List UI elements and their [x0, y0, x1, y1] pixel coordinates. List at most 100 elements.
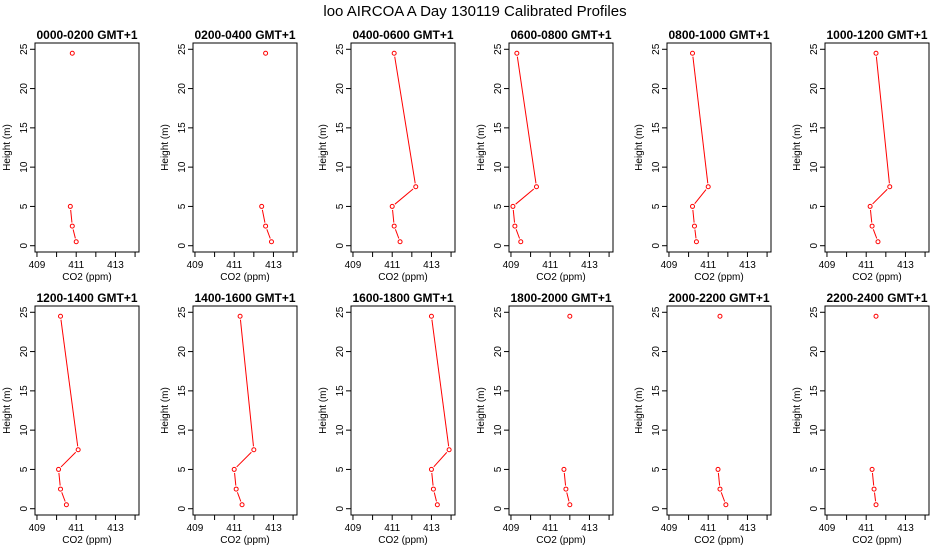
x-axis-label: CO2 (ppm) [62, 535, 111, 546]
y-tick-label: 25 [809, 306, 820, 318]
series-segment [431, 472, 434, 486]
series-segment [717, 472, 721, 486]
y-tick-label: 0 [493, 242, 504, 248]
y-tick-label: 15 [809, 122, 820, 134]
data-point [875, 239, 881, 245]
data-point [887, 184, 893, 190]
x-axis-label: CO2 (ppm) [220, 535, 269, 546]
plot-frame [34, 42, 140, 253]
y-tick-label: 10 [177, 161, 188, 173]
panel-title: 1400-1600 GMT+1 [194, 291, 295, 305]
y-tick-label: 20 [335, 346, 346, 358]
x-axis-label: CO2 (ppm) [852, 535, 901, 546]
panel-title: 2000-2200 GMT+1 [668, 291, 769, 305]
y-axis-label: Height (m) [318, 124, 329, 171]
y-tick-label: 10 [651, 424, 662, 436]
y-tick-label: 0 [19, 505, 30, 511]
data-point [869, 466, 875, 472]
data-point [563, 486, 569, 492]
x-tick-label: 413 [897, 523, 914, 534]
series-segment [869, 209, 873, 223]
x-tick-label: 413 [265, 260, 282, 271]
x-tick-label: 413 [581, 260, 598, 271]
y-tick-label: 15 [19, 122, 30, 134]
x-tick-label: 411 [226, 523, 242, 534]
series-segment [266, 229, 271, 239]
y-tick-label: 10 [809, 424, 820, 436]
x-axis-label: CO2 (ppm) [536, 535, 585, 546]
y-axis-label: Height (m) [160, 124, 171, 171]
x-tick-label: 413 [423, 523, 440, 534]
y-axis-label: Height (m) [160, 387, 171, 434]
y-tick-label: 25 [493, 43, 504, 55]
x-tick-label: 409 [187, 260, 204, 271]
y-tick-label: 20 [493, 346, 504, 358]
data-point [561, 466, 567, 472]
series-segment [431, 319, 450, 447]
series-segment [692, 209, 695, 223]
data-point [512, 223, 518, 229]
y-tick-label: 25 [19, 306, 30, 318]
x-tick-label: 409 [819, 523, 836, 534]
data-point [428, 466, 434, 472]
x-tick-label: 411 [542, 523, 558, 534]
x-tick-label: 411 [226, 260, 242, 271]
x-tick-label: 411 [384, 260, 400, 271]
series-segment [516, 56, 537, 184]
y-axis-label: Height (m) [634, 124, 645, 171]
panel-title: 1800-2000 GMT+1 [510, 291, 611, 305]
plot-frame [666, 305, 772, 516]
data-point [268, 239, 274, 245]
plot-frame [350, 42, 456, 253]
x-tick-label: 413 [739, 260, 756, 271]
plot-frame [350, 305, 456, 516]
y-axis-label: Height (m) [476, 387, 487, 434]
y-tick-label: 0 [809, 242, 820, 248]
y-tick-label: 0 [177, 242, 188, 248]
data-point [867, 203, 873, 209]
y-tick-label: 10 [651, 161, 662, 173]
x-tick-label: 411 [68, 260, 84, 271]
data-point [873, 50, 879, 56]
plot-frame [192, 305, 298, 516]
data-point [533, 184, 539, 190]
data-point [567, 313, 573, 319]
y-tick-label: 15 [651, 122, 662, 134]
plot-frame [824, 305, 930, 516]
series-segment [872, 188, 888, 205]
x-tick-label: 409 [661, 260, 678, 271]
panel-title: 1200-1400 GMT+1 [36, 291, 137, 305]
data-point [430, 486, 436, 492]
y-tick-label: 0 [651, 242, 662, 248]
x-tick-label: 409 [29, 260, 46, 271]
data-point [58, 313, 64, 319]
y-tick-label: 20 [809, 346, 820, 358]
data-point [690, 203, 696, 209]
panel-title: 1600-1800 GMT+1 [352, 291, 453, 305]
x-axis-label: CO2 (ppm) [378, 272, 427, 283]
series-segment [515, 188, 535, 205]
figure-title: loo AIRCOA A Day 130119 Calibrated Profi… [323, 3, 626, 20]
data-point [239, 502, 245, 508]
y-tick-label: 5 [177, 203, 188, 209]
x-tick-label: 413 [739, 523, 756, 534]
data-point [446, 447, 452, 453]
y-tick-label: 10 [335, 424, 346, 436]
y-tick-label: 20 [177, 346, 188, 358]
y-tick-label: 15 [493, 122, 504, 134]
y-tick-label: 0 [335, 505, 346, 511]
series-segment [433, 492, 437, 502]
series-segment [720, 492, 726, 502]
y-tick-label: 20 [809, 83, 820, 95]
series-segment [394, 56, 416, 184]
data-point [510, 203, 516, 209]
data-point [518, 239, 524, 245]
series-segment [515, 229, 521, 239]
x-axis-label: CO2 (ppm) [694, 535, 743, 546]
x-tick-label: 411 [700, 260, 716, 271]
